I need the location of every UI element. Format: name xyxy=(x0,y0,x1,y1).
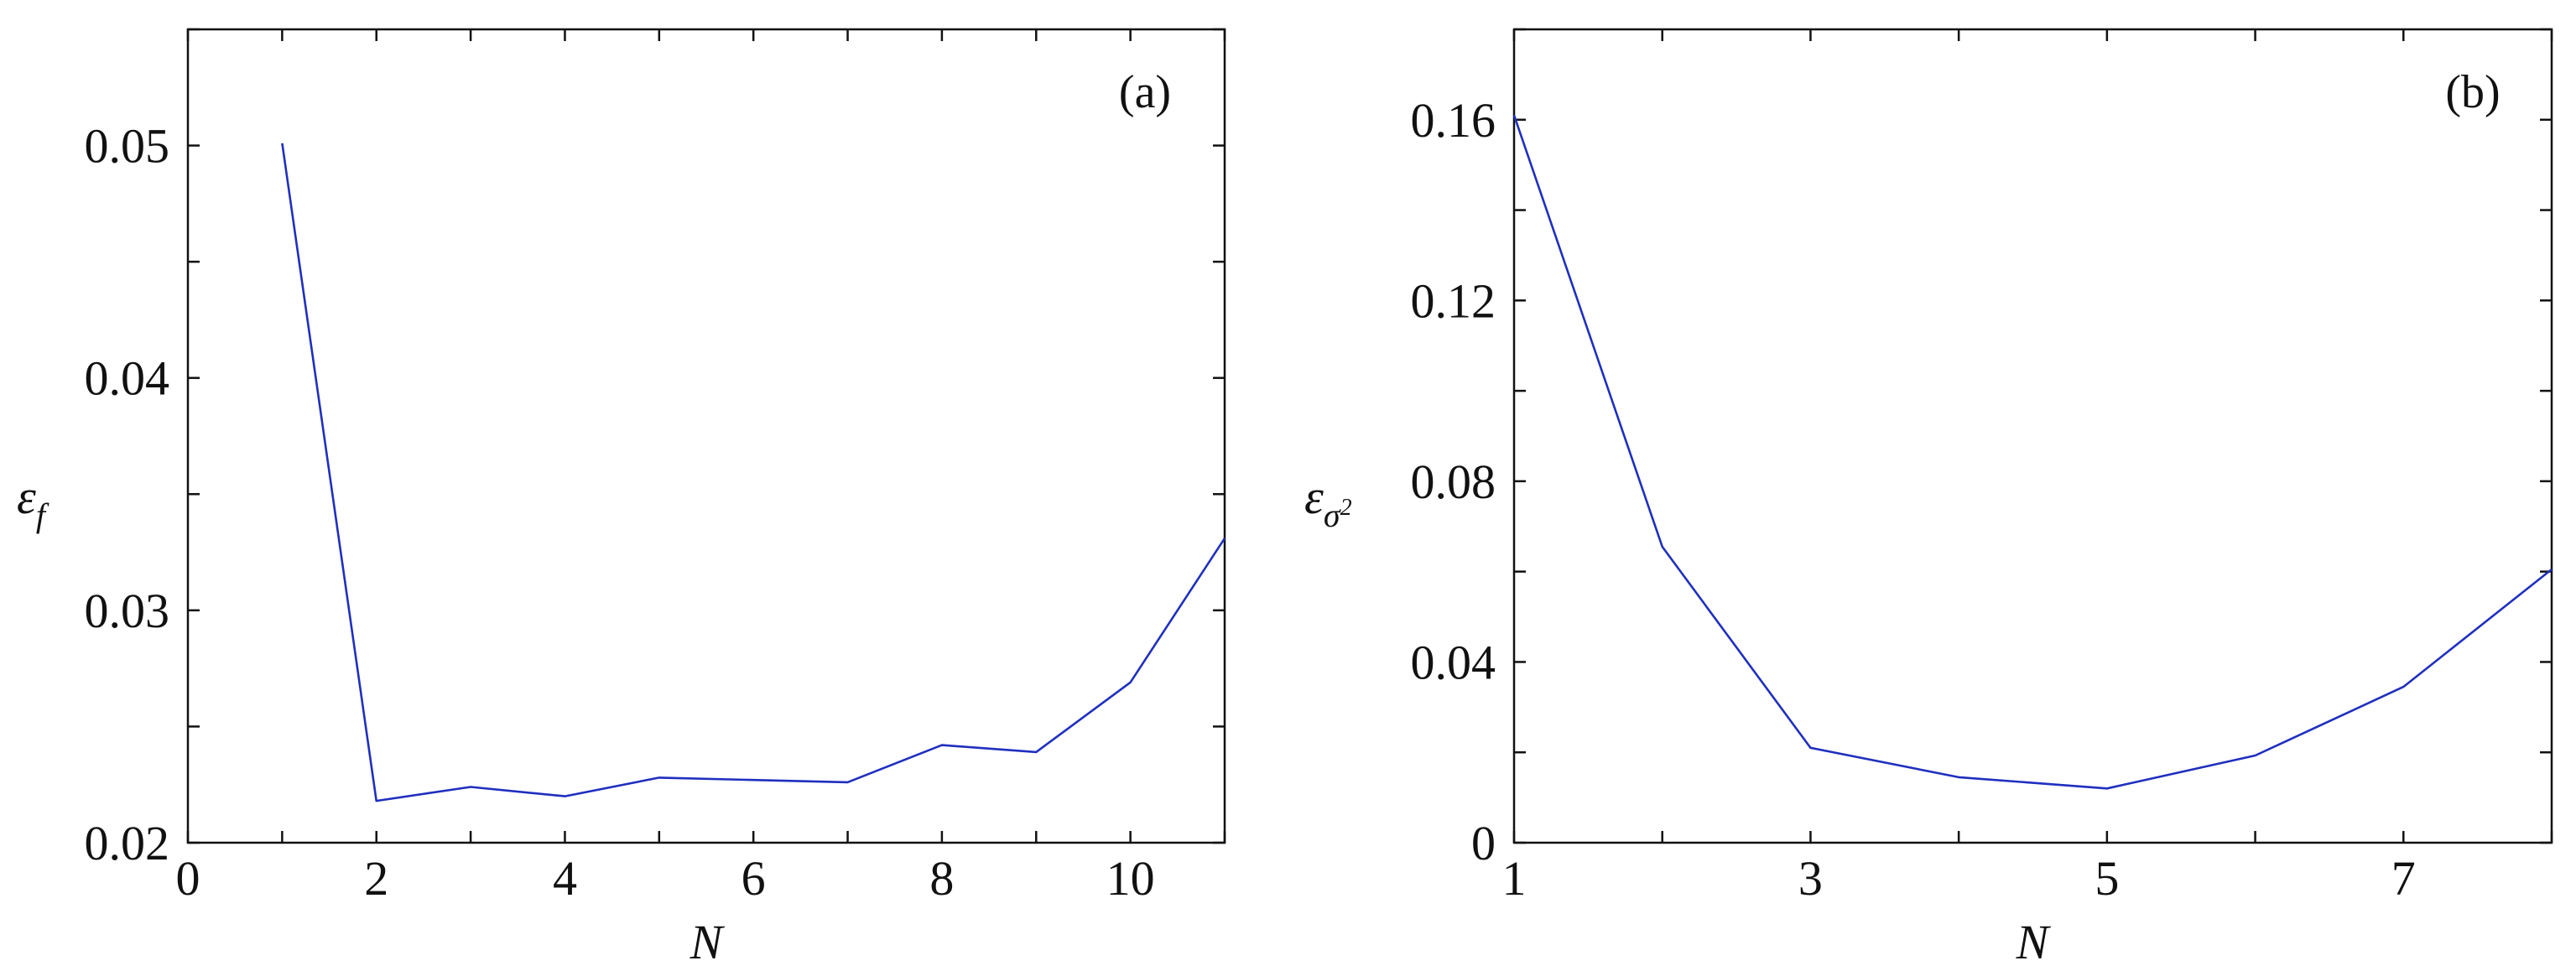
panel-b-y-axis-superscript: 2 xyxy=(1340,495,1352,521)
panel-a-series-line xyxy=(281,143,1226,802)
x-tick-label: 2 xyxy=(364,851,388,906)
x-tick-label: 6 xyxy=(742,851,766,906)
panel-a-plot-frame xyxy=(186,28,1226,844)
panel-a-ticks xyxy=(186,28,1226,844)
x-tick-label: 1 xyxy=(1502,851,1527,906)
panel-b-plot-frame xyxy=(1512,28,2553,844)
y-tick-label: 0.04 xyxy=(85,351,170,406)
panel-b-x-axis-label: N xyxy=(2016,915,2052,969)
y-tick-label: 0.08 xyxy=(1411,454,1496,509)
x-tick-label: 0 xyxy=(176,851,200,906)
panel-a-chart: 0 2 4 6 8 10 0.02 0.03 0.04 0.05 (a) N εf xyxy=(17,28,1226,969)
x-tick-label: 7 xyxy=(2391,851,2416,906)
x-tick-label: 4 xyxy=(553,851,577,906)
panel-a-label: (a) xyxy=(1119,66,1171,118)
panel-b-chart: 1 3 5 7 0 0.04 0.08 0.12 0.16 (b) N εσ2 xyxy=(1304,28,2553,969)
y-tick-label: 0.04 xyxy=(1411,635,1496,689)
y-tick-label: 0.16 xyxy=(1411,93,1496,148)
panel-a-x-tick-labels: 0 2 4 6 8 10 xyxy=(176,851,1155,906)
panel-b-ticks xyxy=(1512,28,2553,844)
panel-a-y-axis-subscript: f xyxy=(36,496,49,534)
panel-a-y-axis-label: εf xyxy=(17,470,49,534)
panel-b-x-tick-labels: 1 3 5 7 xyxy=(1502,851,2416,906)
y-tick-label: 0.02 xyxy=(85,816,170,870)
panel-b-y-tick-labels: 0 0.04 0.08 0.12 0.16 xyxy=(1411,93,1496,870)
panel-b-label: (b) xyxy=(2445,66,2500,118)
y-tick-label: 0.03 xyxy=(85,584,170,638)
x-tick-label: 5 xyxy=(2095,851,2119,906)
x-tick-label: 8 xyxy=(929,851,954,906)
panel-a-x-axis-label: N xyxy=(690,915,726,969)
x-tick-label: 3 xyxy=(1798,851,1823,906)
panel-b-y-axis-label: εσ2 xyxy=(1304,470,1352,534)
x-tick-label: 10 xyxy=(1106,851,1155,906)
panel-a-y-tick-labels: 0.02 0.03 0.04 0.05 xyxy=(85,119,170,870)
y-tick-label: 0 xyxy=(1471,816,1496,870)
panel-b-y-axis-subscript: σ xyxy=(1324,496,1341,534)
y-tick-label: 0.12 xyxy=(1411,273,1496,328)
panel-b-series-line xyxy=(1512,114,2553,790)
y-tick-label: 0.05 xyxy=(85,119,170,174)
